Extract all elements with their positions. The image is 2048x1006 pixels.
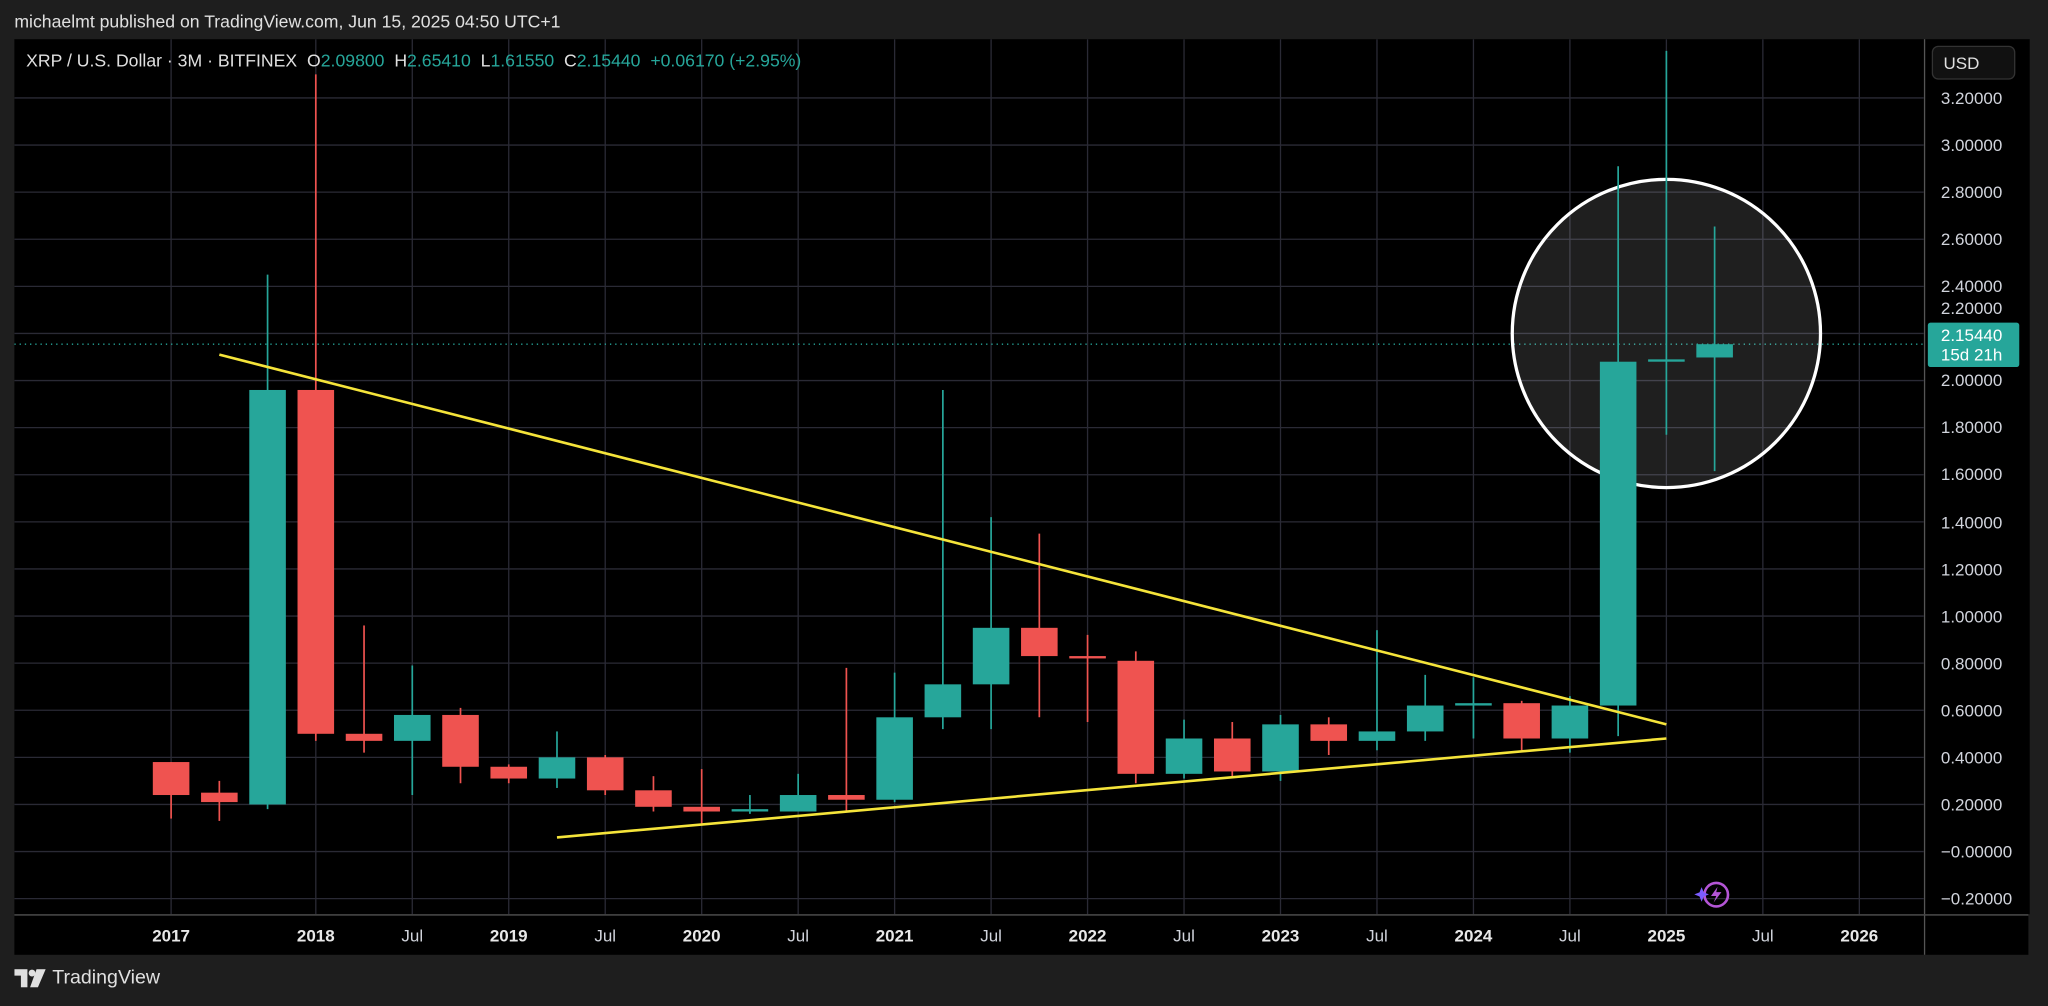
candle-down: [297, 389, 335, 734]
price-tick-label: 0.60000: [1940, 700, 2003, 721]
price-tick-label: 1.40000: [1940, 512, 2003, 532]
candlestick-chart[interactable]: [14, 39, 1924, 915]
time-tick-label: 2022: [1068, 926, 1107, 946]
brand-name: TradingView: [52, 966, 161, 989]
trendline: [219, 353, 1667, 726]
candle-up: [1262, 724, 1299, 772]
candle-up: [1165, 738, 1203, 774]
candle-down: [1021, 627, 1058, 657]
time-tick-label: Jul: [401, 926, 424, 946]
price-tick-label: 3.20000: [1940, 88, 2003, 108]
price-tick-label: 3.00000: [1940, 135, 2003, 155]
time-tick-label: 2019: [489, 926, 528, 946]
price-tick-label: 2.20000: [1940, 298, 2003, 319]
price-tick-label: −0.00000: [1940, 841, 2013, 862]
candle-up: [1551, 705, 1589, 739]
time-tick-label: Jul: [1173, 926, 1195, 946]
price-tick-label: 2.80000: [1940, 182, 2003, 202]
candle-down: [1213, 738, 1251, 772]
price-tick-label: 2.60000: [1940, 229, 2003, 250]
time-tick-label: 2017: [152, 926, 190, 946]
candle-down: [828, 795, 865, 800]
price-tick-label: 0.40000: [1940, 747, 2003, 768]
candle-up: [538, 757, 576, 779]
tradingview-logo-icon: [14, 968, 46, 987]
time-tick-label: Jul: [594, 926, 617, 946]
bar-countdown: 15d 21h: [1940, 344, 2003, 364]
price-tick-label: 1.60000: [1940, 464, 2003, 485]
candle-down: [1117, 660, 1155, 774]
candle-up: [1358, 731, 1396, 741]
time-tick-label: 2018: [296, 926, 335, 946]
time-tick-label: Jul: [1366, 926, 1388, 946]
candle-up: [924, 684, 962, 718]
time-tick-label: 2021: [875, 926, 914, 946]
time-tick-label: 2025: [1647, 926, 1686, 946]
candle-up: [393, 714, 431, 741]
trendline: [556, 737, 1667, 839]
change-value: +0.06170 (+2.95%): [650, 50, 802, 71]
close-value: 2.15440: [576, 50, 641, 71]
candle-down: [635, 790, 672, 807]
published-by-line: michaelmt published on TradingView.com, …: [14, 11, 561, 32]
candle-up: [1648, 359, 1685, 362]
candle-down: [490, 766, 528, 779]
chart-pane[interactable]: XRP / U.S. Dollar · 3M · BITFINEX O2.098…: [14, 39, 1924, 915]
price-tick-label: 2.40000: [1940, 276, 2003, 297]
time-axis[interactable]: 2017 2018 Jul 2019 Jul 2020 Jul 2021 Jul 2022 Jul 2…: [14, 914, 2029, 955]
price-tick-label: 1.80000: [1940, 417, 2003, 438]
time-tick-label: 2020: [682, 926, 721, 946]
candle-down: [1310, 724, 1348, 741]
candle-down: [1503, 703, 1540, 739]
candle-up: [249, 389, 286, 805]
last-price-label: 2.15440 15d 21h: [1927, 321, 2020, 367]
time-tick-label: Jul: [787, 926, 809, 946]
price-axis[interactable]: USD 2.15440 15d 21h 3.20000 3.00000 2.8000…: [1923, 39, 2030, 915]
candle-up: [972, 627, 1010, 685]
tradingview-branding: TradingView: [14, 967, 160, 989]
open-value: 2.09800: [320, 50, 385, 71]
currency-button[interactable]: USD: [1931, 45, 2016, 80]
price-tick-label: 1.00000: [1940, 606, 2003, 626]
candle-down: [345, 733, 383, 741]
low-value: 1.61550: [490, 50, 555, 71]
price-tick-label: 1.20000: [1940, 559, 2003, 579]
symbol-title[interactable]: XRP / U.S. Dollar · 3M · BITFINEX: [26, 50, 298, 71]
high-label: H: [394, 50, 408, 71]
last-price-value: 2.15440: [1940, 324, 2003, 345]
time-tick-label: Jul: [980, 926, 1002, 946]
candle-down: [442, 714, 479, 767]
candle-up: [1599, 361, 1637, 706]
time-tick-label: 2023: [1261, 926, 1300, 946]
candle-down: [1069, 656, 1106, 659]
axis-corner: [1923, 915, 1926, 955]
high-value: 2.65410: [407, 50, 471, 71]
low-label: L: [480, 50, 491, 71]
time-tick-label: Jul: [1751, 926, 1774, 946]
candle-down: [152, 762, 190, 796]
price-tick-label: 0.20000: [1940, 794, 2003, 815]
time-tick-label: 2024: [1454, 926, 1493, 946]
candle-up: [731, 809, 769, 812]
candle-up: [1696, 344, 1733, 358]
time-tick-label: 2026: [1840, 926, 1879, 946]
close-label: C: [564, 50, 577, 71]
open-label: O: [307, 50, 321, 71]
candle-up: [779, 795, 817, 812]
price-tick-label: 2.00000: [1940, 370, 2003, 391]
symbol-legend: XRP / U.S. Dollar · 3M · BITFINEX O2.098…: [26, 51, 801, 71]
candle-up: [876, 717, 913, 800]
candle-up: [1406, 705, 1444, 732]
candle-up: [1455, 703, 1492, 706]
candle-down: [586, 757, 624, 791]
price-tick-label: 0.80000: [1940, 653, 2003, 673]
price-tick-label: −0.20000: [1940, 888, 2013, 909]
assistant-spark-icon[interactable]: [1694, 876, 1733, 914]
candle-down: [201, 792, 238, 803]
candle-down: [683, 806, 720, 812]
time-tick-label: Jul: [1559, 926, 1581, 946]
